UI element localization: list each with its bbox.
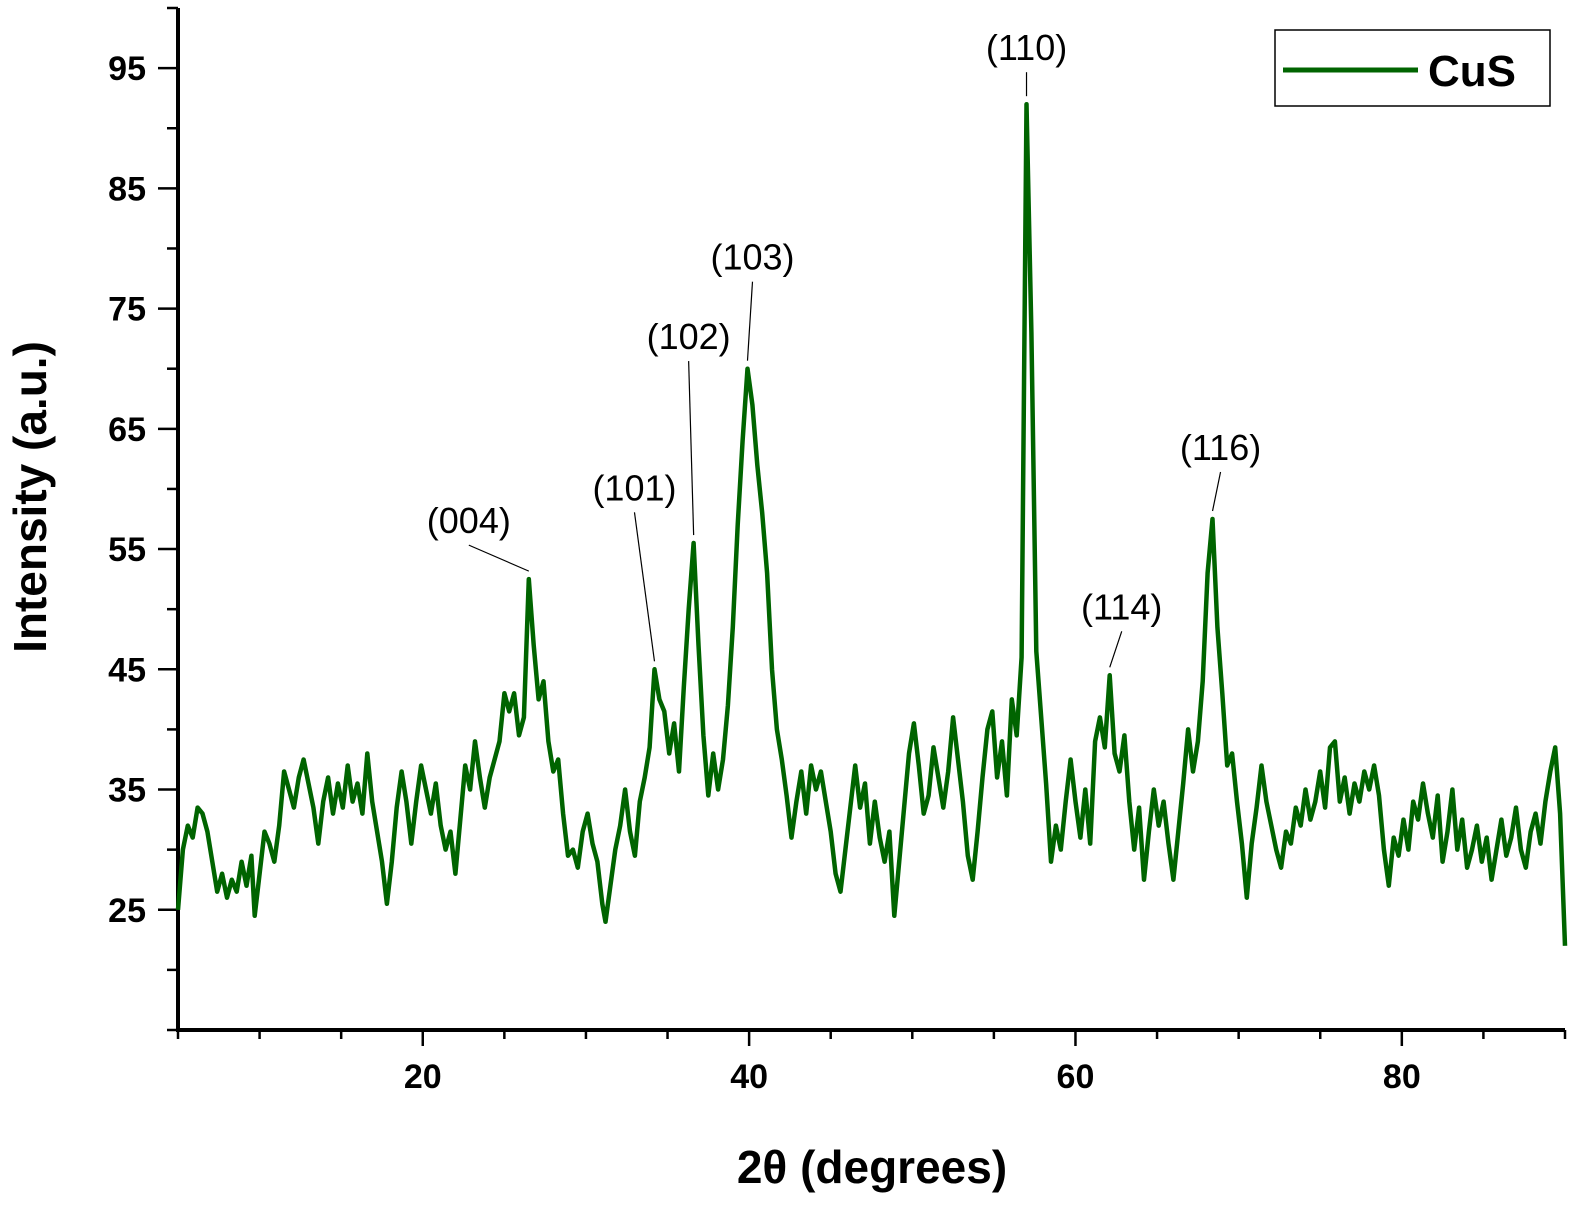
axes-layer: 20 40 60 80 25 35 45 55 65 75 85 95 [108, 6, 1567, 1096]
peak-label-102: (102) [647, 316, 731, 357]
peak-leader-102 [688, 361, 695, 536]
peak-leader-101 [633, 512, 656, 662]
y-tick-label-25: 25 [108, 892, 146, 930]
peak-leader-116 [1211, 471, 1222, 512]
peak-label-101: (101) [592, 467, 676, 508]
peak-leader-114 [1109, 631, 1123, 668]
x-tick-label-40: 40 [730, 1058, 768, 1096]
peak-label-110: (110) [986, 27, 1067, 68]
y-tick-label-35: 35 [108, 772, 146, 810]
y-tick-label-65: 65 [108, 411, 146, 449]
x-tick-label-20: 20 [404, 1058, 442, 1096]
peak-label-004: (004) [427, 500, 511, 541]
peak-label-103: (103) [710, 237, 794, 278]
y-tick-label-85: 85 [108, 170, 146, 208]
peak-leader-004 [468, 544, 530, 572]
x-tick-label-60: 60 [1057, 1058, 1095, 1096]
x-tick-label-80: 80 [1383, 1058, 1421, 1096]
y-tick-label-75: 75 [108, 291, 146, 329]
y-tick-label-45: 45 [108, 651, 146, 689]
annotation-layer: (004) (101) (102) (103) (110) (114) (116) [427, 27, 1261, 668]
series-line-cus [175, 101, 1568, 946]
y-tick-label-95: 95 [108, 50, 146, 88]
peak-label-114: (114) [1081, 586, 1162, 627]
series-layer [175, 101, 1568, 946]
y-axis-title: Intensity (a.u.) [4, 341, 56, 653]
peak-leader-103 [746, 281, 754, 361]
peak-label-116: (116) [1180, 427, 1261, 468]
y-tick-label-55: 55 [108, 531, 146, 569]
x-axis-title: 2θ (degrees) [737, 1141, 1007, 1193]
legend-label-cus: CuS [1428, 47, 1516, 96]
legend: CuS [1274, 29, 1551, 107]
